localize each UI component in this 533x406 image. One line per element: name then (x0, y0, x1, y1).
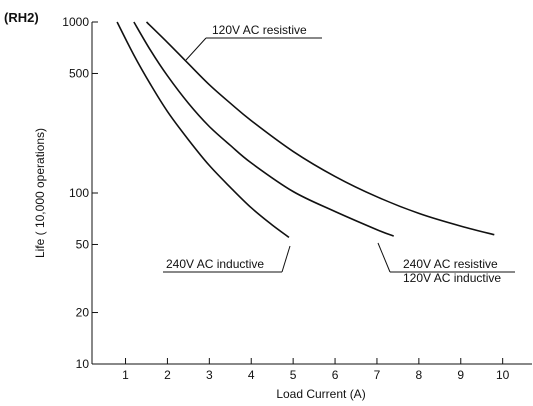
x-tick-label: 4 (248, 368, 255, 382)
annotation-label: 240V AC resistive (403, 257, 498, 271)
y-tick-label: 1000 (62, 15, 89, 29)
x-tick-label: 2 (164, 368, 171, 382)
x-tick-label: 7 (374, 368, 381, 382)
annotation-label: 120V AC inductive (403, 271, 501, 285)
annotation-leader (281, 245, 291, 273)
x-tick-label: 6 (332, 368, 339, 382)
y-tick-label: 50 (76, 237, 90, 251)
x-tick-label: 1 (122, 368, 129, 382)
series-lines (116, 21, 495, 239)
annotation-label: 120V AC resistive (212, 23, 307, 37)
y-tick-label: 10 (76, 357, 90, 371)
x-tick-label: 8 (416, 368, 423, 382)
x-tick-label: 5 (290, 368, 297, 382)
y-tick-label: 500 (69, 66, 89, 80)
annotation-leader (185, 37, 207, 61)
x-tick-label: 10 (496, 368, 510, 382)
x-tick-label: 9 (457, 368, 464, 382)
annotation-label: 240V AC inductive (166, 257, 264, 271)
axes: 1 2 3 4 5 6 7 8 9 10 10 20 50 100 500 1000 (62, 15, 532, 382)
y-axis-label: Life ( 10,000 operations) (33, 128, 47, 258)
panel-tag: (RH2) (4, 10, 39, 25)
annotation-leader (377, 242, 391, 273)
y-tick-label: 20 (76, 306, 90, 320)
annotations: 120V AC resistive 240V AC inductive 240V A… (163, 23, 515, 285)
series-line-0 (116, 21, 290, 239)
x-tick-label: 3 (206, 368, 213, 382)
series-line-1 (133, 21, 394, 237)
series-line-2 (145, 21, 495, 236)
x-axis-label: Load Current (A) (276, 387, 365, 401)
y-tick-label: 100 (69, 186, 89, 200)
